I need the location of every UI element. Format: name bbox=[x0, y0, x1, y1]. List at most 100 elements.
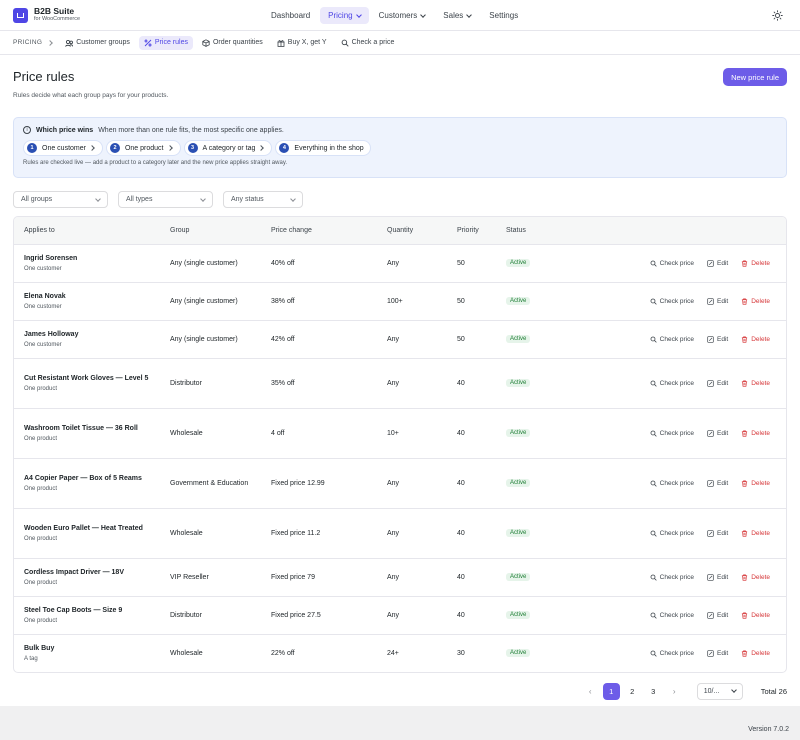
new-price-rule-button[interactable]: New price rule bbox=[723, 68, 787, 86]
cell-applies-to: Elena Novak One customer bbox=[14, 282, 160, 321]
status-filter-select[interactable]: Any status bbox=[223, 191, 303, 208]
subnav-item-order-quantities[interactable]: Order quantities bbox=[197, 36, 268, 50]
page-button-3[interactable]: 3 bbox=[651, 686, 656, 696]
nav-item-settings[interactable]: Settings bbox=[481, 7, 526, 24]
column-header-price-change[interactable]: Price change bbox=[261, 217, 377, 245]
check-price-button[interactable]: Check price bbox=[650, 298, 694, 305]
status-badge: Active bbox=[506, 479, 531, 487]
check-price-button[interactable]: Check price bbox=[650, 650, 694, 657]
subnav-item-check-a-price[interactable]: Check a price bbox=[336, 36, 400, 50]
subnav-item-buy-x-get-y[interactable]: Buy X, get Y bbox=[272, 36, 332, 50]
subnav-item-price-rules[interactable]: Price rules bbox=[138, 35, 193, 50]
column-header-status[interactable]: Status bbox=[496, 217, 556, 245]
check-price-button[interactable]: Check price bbox=[650, 480, 694, 487]
check-price-button[interactable]: Check price bbox=[650, 336, 694, 343]
table-row[interactable]: Ingrid Sorensen One customer Any (single c… bbox=[14, 244, 786, 283]
check-price-button[interactable]: Check price bbox=[650, 574, 694, 581]
trash-icon bbox=[742, 650, 748, 657]
column-header-quantity[interactable]: Quantity bbox=[377, 217, 447, 245]
nav-item-sales[interactable]: Sales bbox=[435, 7, 479, 24]
status-filter-value: Any status bbox=[231, 196, 264, 203]
groups-filter-select[interactable]: All groups bbox=[13, 191, 108, 208]
delete-button[interactable]: Delete bbox=[741, 612, 770, 619]
prev-page-icon[interactable]: ‹ bbox=[588, 686, 592, 696]
nav-item-customers[interactable]: Customers bbox=[371, 7, 434, 24]
chevron-down-icon bbox=[290, 195, 296, 202]
cell-group: Wholesale bbox=[170, 649, 203, 657]
pencil-icon bbox=[707, 573, 714, 581]
table-row[interactable]: Steel Toe Cap Boots — Size 9 One product D… bbox=[14, 596, 786, 635]
check-price-button[interactable]: Check price bbox=[650, 530, 694, 537]
page-button-1[interactable]: 1 bbox=[602, 682, 620, 700]
page-title: Price rules bbox=[13, 69, 75, 84]
table-row[interactable]: A4 Copier Paper — Box of 5 Reams One prod… bbox=[14, 458, 786, 509]
table-row[interactable]: Elena Novak One customer Any (single custo… bbox=[14, 282, 786, 321]
check-price-button[interactable]: Check price bbox=[650, 612, 694, 619]
table-row[interactable]: Bulk Buy A tag Wholesale 22% off 24+ 30 Active… bbox=[14, 634, 786, 672]
edit-button[interactable]: Edit bbox=[707, 574, 728, 581]
breadcrumb-section[interactable]: PRICING bbox=[13, 39, 43, 46]
column-header-applies-to[interactable]: Applies to bbox=[14, 217, 160, 245]
rule-target-name: A4 Copier Paper — Box of 5 Reams bbox=[24, 474, 142, 482]
subnav-item-customer-groups[interactable]: Customer groups bbox=[60, 36, 135, 50]
trash-icon bbox=[742, 380, 748, 387]
check-price-button[interactable]: Check price bbox=[650, 260, 694, 267]
pencil-icon bbox=[707, 479, 714, 487]
table-row[interactable]: Cut Resistant Work Gloves — Level 5 One p… bbox=[14, 358, 786, 409]
edit-button[interactable]: Edit bbox=[707, 530, 728, 537]
cell-applies-to: Bulk Buy A tag bbox=[14, 634, 160, 672]
cell-actions: Check price Edit Delete bbox=[556, 320, 786, 359]
page-button-2[interactable]: 2 bbox=[630, 686, 635, 696]
table-row[interactable]: Washroom Toilet Tissue — 36 Roll One prod… bbox=[14, 408, 786, 459]
edit-button[interactable]: Edit bbox=[707, 298, 728, 305]
check-price-button-label: Check price bbox=[659, 379, 694, 387]
cell-priority: 40 bbox=[447, 408, 496, 459]
price-rules-table: Applies to Group Price change Quantity P… bbox=[13, 216, 787, 673]
check-price-button[interactable]: Check price bbox=[650, 380, 694, 387]
delete-button[interactable]: Delete bbox=[741, 336, 770, 343]
status-badge: Active bbox=[506, 259, 531, 267]
table-row[interactable]: Wooden Euro Pallet — Heat Treated One pro… bbox=[14, 508, 786, 559]
edit-button[interactable]: Edit bbox=[707, 430, 728, 437]
step-label: One customer bbox=[42, 144, 86, 152]
cell-quantity: 100+ bbox=[377, 282, 447, 321]
check-price-button[interactable]: Check price bbox=[650, 430, 694, 437]
edit-button[interactable]: Edit bbox=[707, 260, 728, 267]
step-label: Everything in the shop bbox=[294, 144, 364, 152]
cell-actions: Check price Edit Delete bbox=[556, 508, 786, 559]
edit-button[interactable]: Edit bbox=[707, 612, 728, 619]
cell-actions: Check price Edit Delete bbox=[556, 244, 786, 283]
table-row[interactable]: James Holloway One customer Any (single cu… bbox=[14, 320, 786, 359]
nav-item-dashboard[interactable]: Dashboard bbox=[263, 7, 318, 24]
edit-button-label: Edit bbox=[717, 335, 729, 343]
check-price-button-label: Check price bbox=[659, 479, 694, 487]
sun-icon[interactable] bbox=[772, 10, 783, 21]
delete-button[interactable]: Delete bbox=[741, 430, 770, 437]
delete-button[interactable]: Delete bbox=[741, 380, 770, 387]
table-row[interactable]: Cordless Impact Driver — 18V One product V… bbox=[14, 558, 786, 597]
column-header-priority[interactable]: Priority bbox=[447, 217, 496, 245]
brand[interactable]: B2B Suite for WooCommerce bbox=[13, 7, 80, 23]
delete-button[interactable]: Delete bbox=[741, 530, 770, 537]
per-page-select[interactable]: 10/... bbox=[696, 682, 743, 700]
delete-button[interactable]: Delete bbox=[741, 260, 770, 267]
cell-price-change: Fixed price 27.5 bbox=[261, 596, 377, 635]
edit-button[interactable]: Edit bbox=[707, 650, 728, 657]
delete-button[interactable]: Delete bbox=[741, 480, 770, 487]
check-price-button-label: Check price bbox=[659, 297, 694, 305]
step-label: A category or tag bbox=[202, 144, 256, 152]
cell-applies-to: Steel Toe Cap Boots — Size 9 One product bbox=[14, 596, 160, 635]
edit-button[interactable]: Edit bbox=[707, 480, 728, 487]
types-filter-select[interactable]: All types bbox=[118, 191, 213, 208]
edit-button[interactable]: Edit bbox=[707, 380, 728, 387]
delete-button[interactable]: Delete bbox=[741, 298, 770, 305]
cell-priority: 50 bbox=[447, 282, 496, 321]
search-icon bbox=[650, 298, 657, 305]
column-header-group[interactable]: Group bbox=[160, 217, 261, 245]
nav-item-pricing[interactable]: Pricing bbox=[320, 7, 369, 24]
priority-step: 4 Everything in the shop bbox=[275, 140, 371, 156]
next-page-icon[interactable]: › bbox=[672, 686, 676, 696]
delete-button[interactable]: Delete bbox=[741, 574, 770, 581]
edit-button[interactable]: Edit bbox=[707, 336, 728, 343]
delete-button[interactable]: Delete bbox=[741, 650, 770, 657]
